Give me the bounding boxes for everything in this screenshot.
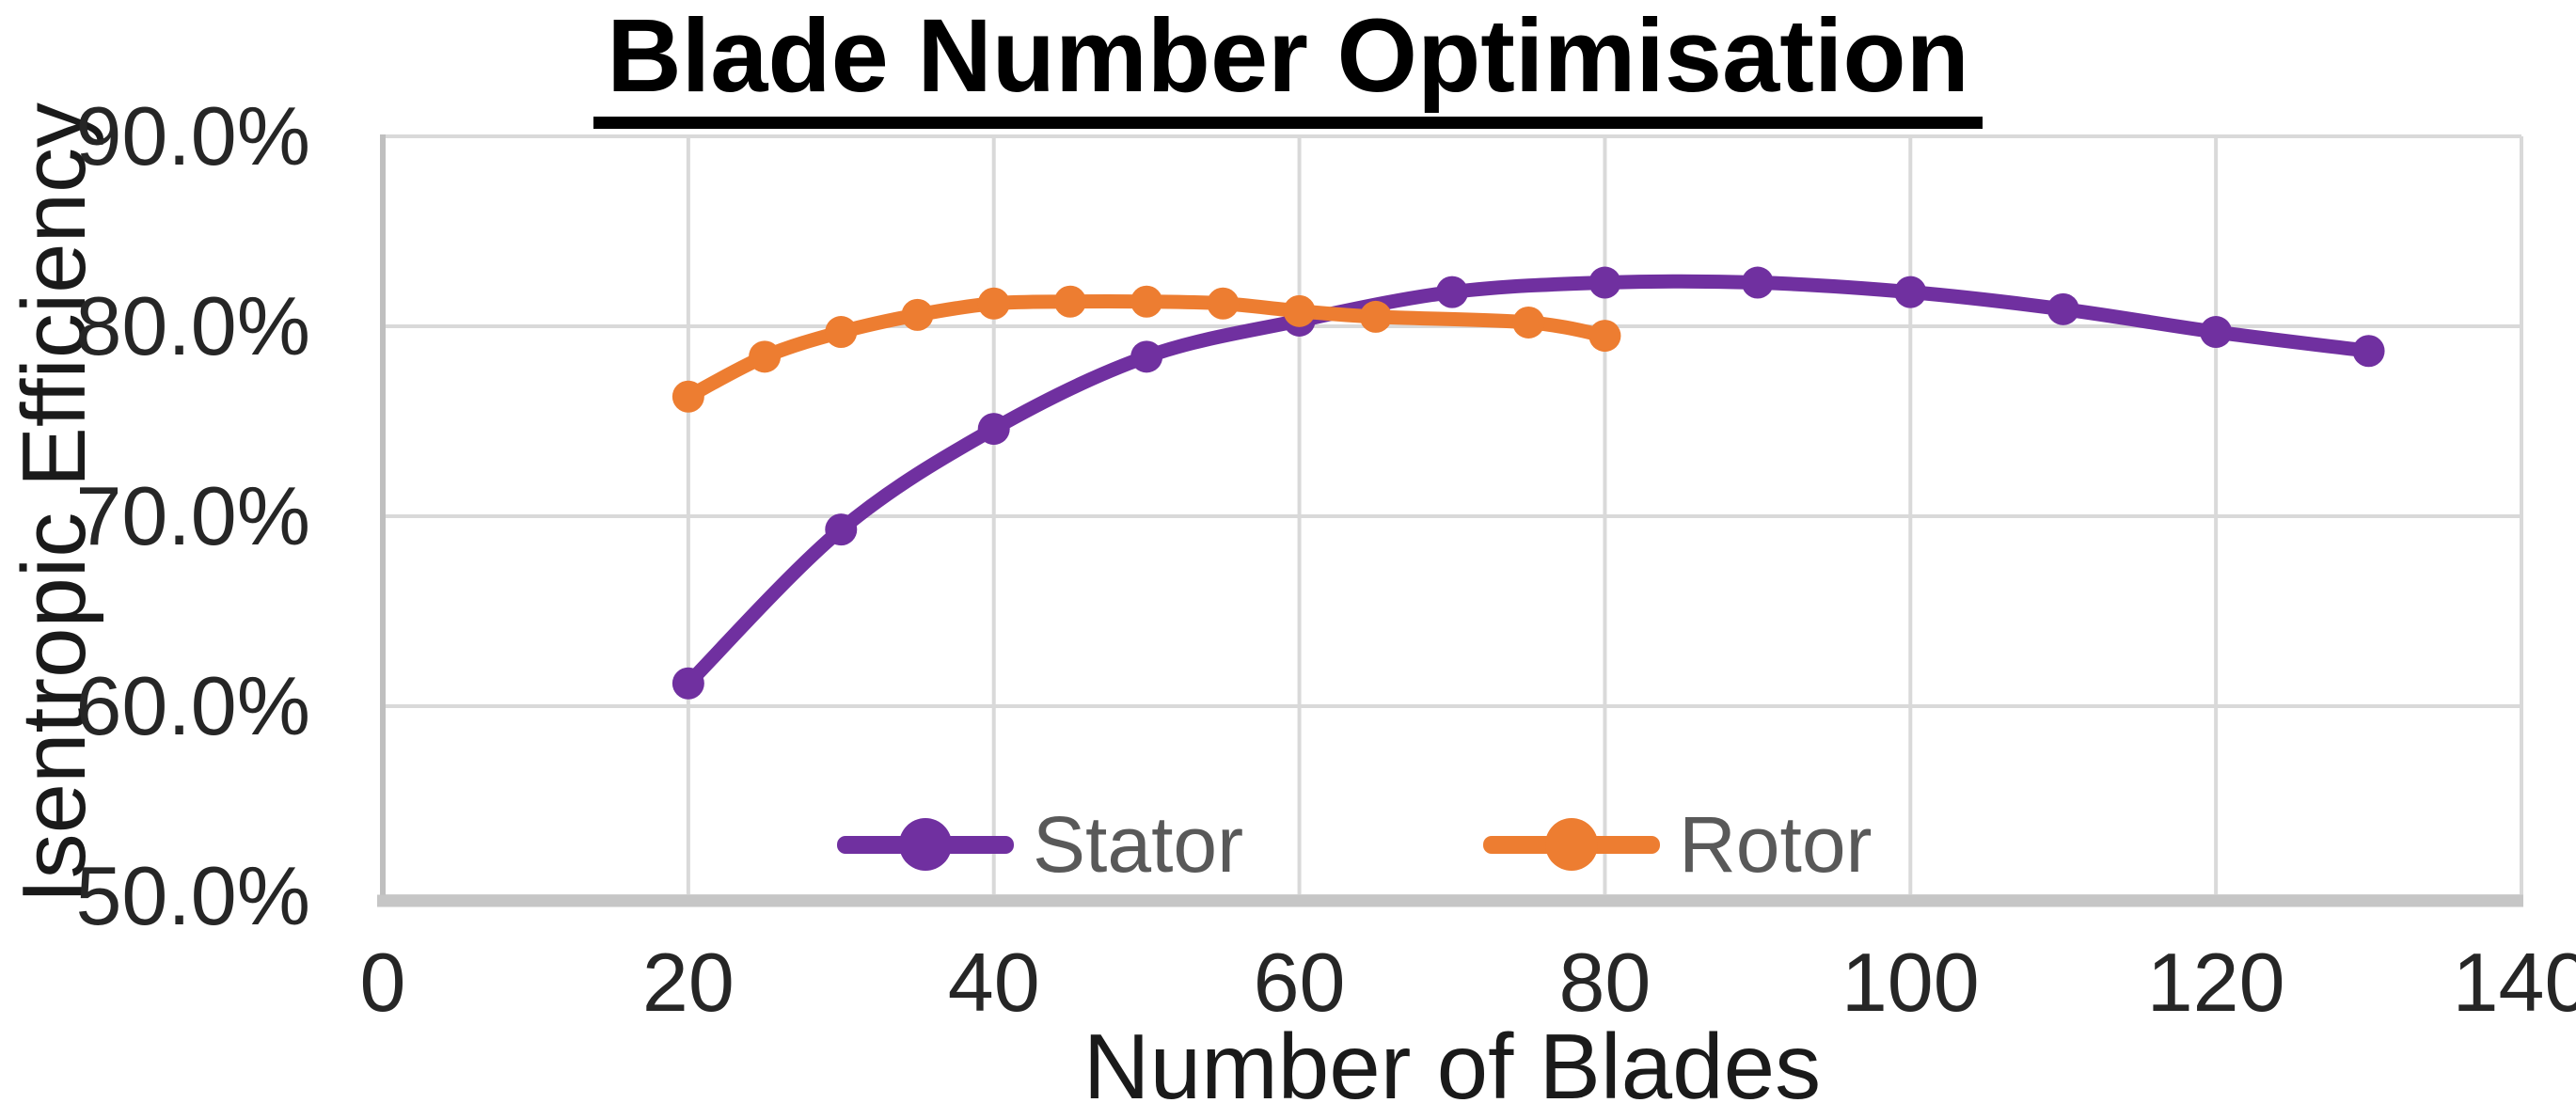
marker-stator — [672, 667, 704, 700]
legend-dot — [1545, 818, 1599, 871]
x-tick-label: 100 — [1841, 936, 1980, 1029]
marker-stator — [1130, 340, 1163, 373]
y-tick-label: 70.0% — [75, 469, 310, 562]
legend: Stator Rotor — [837, 805, 1873, 884]
marker-stator — [2047, 292, 2079, 325]
marker-stator — [1894, 276, 1927, 308]
x-tick-label: 20 — [641, 936, 735, 1029]
marker-stator — [1741, 266, 1774, 299]
marker-rotor — [1588, 320, 1621, 353]
marker-rotor — [672, 380, 704, 413]
x-tick-label: 80 — [1558, 936, 1651, 1029]
marker-stator — [825, 513, 858, 546]
marker-rotor — [977, 287, 1010, 320]
marker-rotor — [1512, 306, 1545, 339]
marker-stator — [977, 413, 1010, 446]
legend-label: Stator — [1033, 800, 1244, 889]
marker-rotor — [1283, 294, 1316, 327]
marker-rotor — [825, 316, 858, 349]
chart-title-row: Blade Number Optimisation — [0, 2, 2576, 129]
series-line-stator — [681, 274, 2377, 691]
x-tick-label: 140 — [2452, 936, 2576, 1029]
legend-item-rotor: Rotor — [1483, 800, 1873, 889]
marker-rotor — [1359, 300, 1392, 333]
marker-stator — [1588, 266, 1621, 299]
y-tick-label: 50.0% — [75, 849, 310, 942]
x-tick-label: 60 — [1253, 936, 1346, 1029]
marker-rotor — [1053, 285, 1086, 318]
marker-rotor — [749, 340, 782, 373]
legend-marker-rotor-icon — [1483, 817, 1661, 872]
marker-stator — [2200, 316, 2233, 349]
legend-item-stator: Stator — [837, 805, 1243, 884]
x-axis-title: Number of Blades — [1083, 1015, 1822, 1103]
legend-label: Rotor — [1679, 800, 1873, 889]
legend-dot — [899, 818, 952, 871]
legend-marker-stator-icon — [837, 817, 1014, 872]
marker-stator — [1436, 276, 1468, 308]
x-tick-label: 0 — [359, 936, 406, 1029]
x-tick-label: 40 — [947, 936, 1040, 1029]
marker-rotor — [901, 298, 934, 331]
y-tick-label: 80.0% — [75, 279, 310, 372]
y-tick-label: 60.0% — [75, 659, 310, 752]
marker-stator — [2352, 335, 2385, 368]
marker-rotor — [1207, 287, 1240, 320]
y-tick-label: 90.0% — [75, 89, 310, 182]
chart-title: Blade Number Optimisation — [593, 2, 1983, 129]
x-tick-label: 120 — [2146, 936, 2285, 1029]
marker-rotor — [1130, 285, 1163, 318]
